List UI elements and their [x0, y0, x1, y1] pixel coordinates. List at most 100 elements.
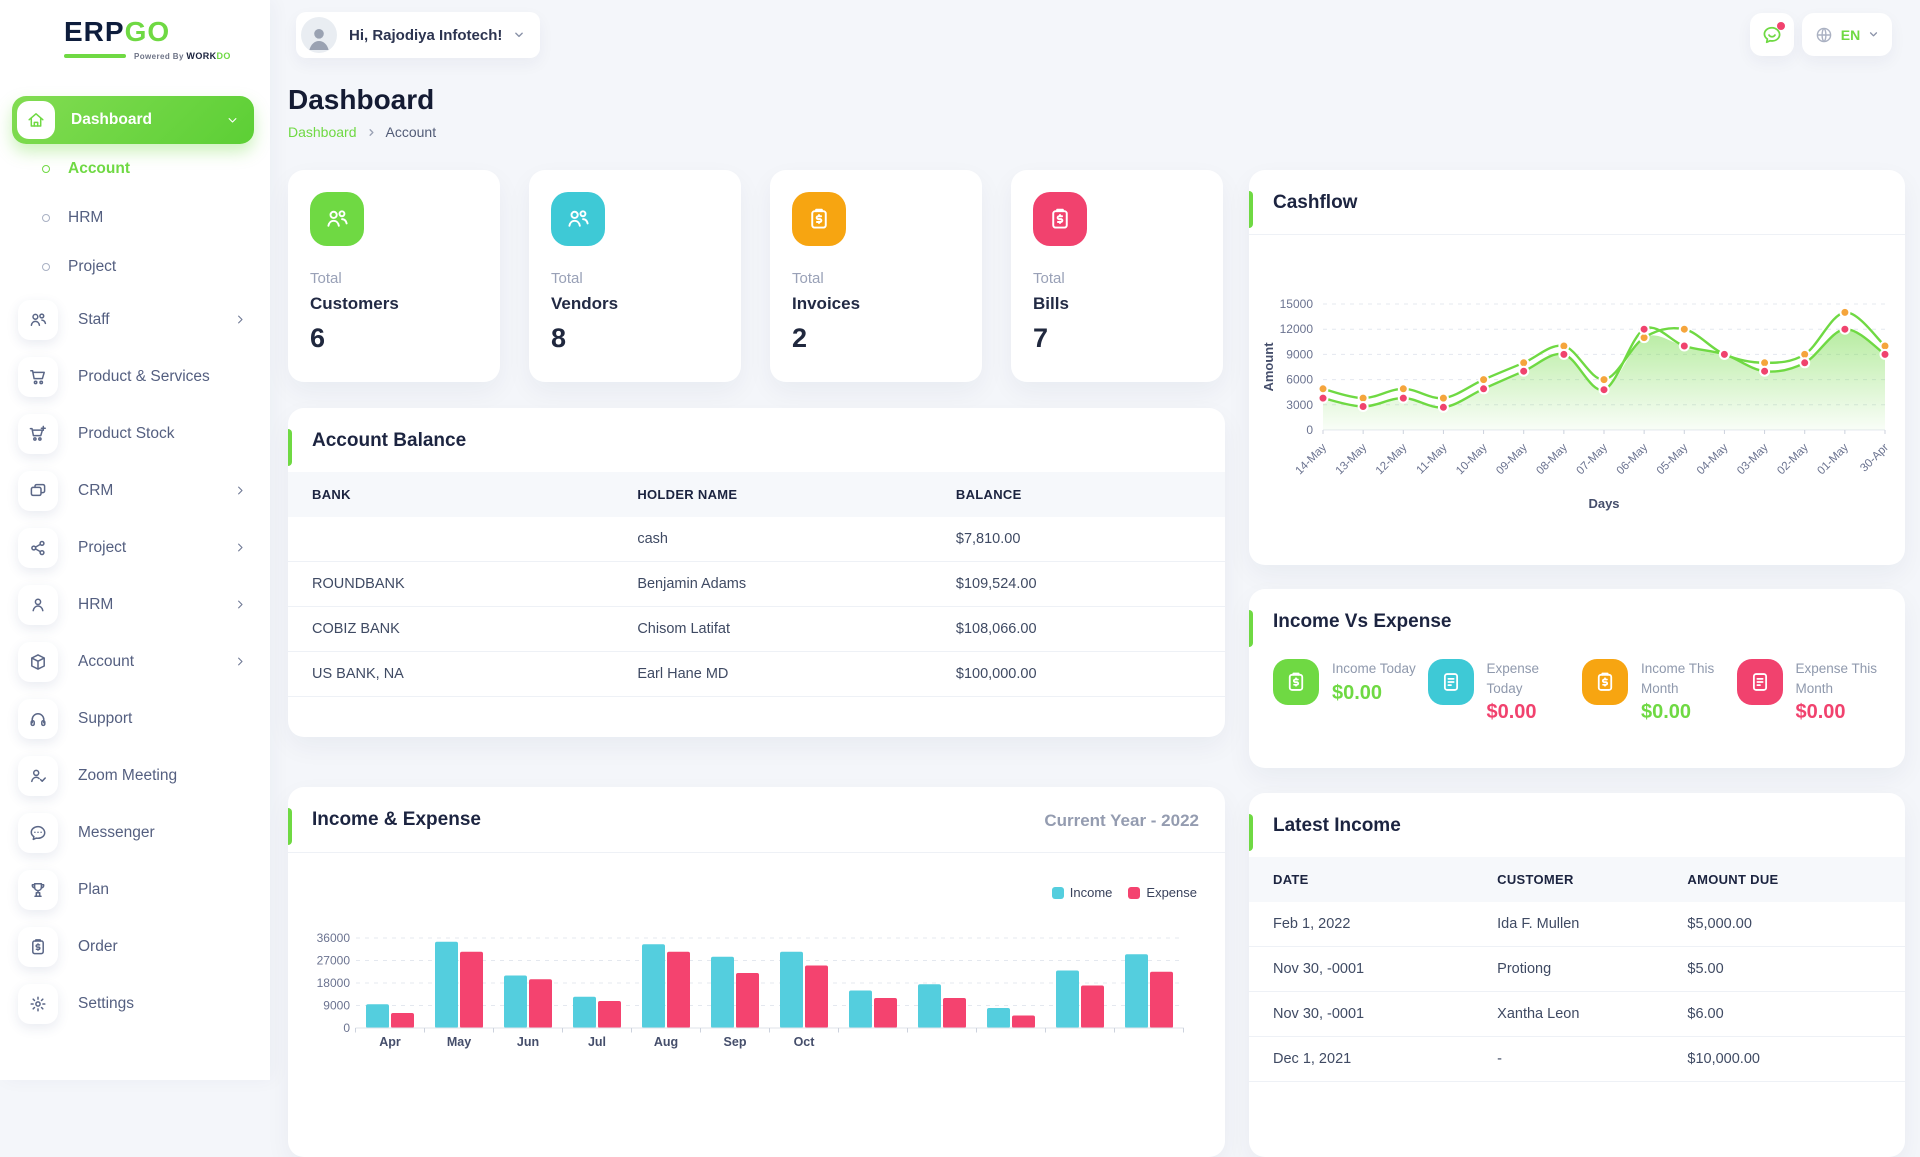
income-expense-chart: 0 9000 18000 27000 36000 Apr May Jun Jul Aug Sep O… — [304, 917, 1204, 1072]
column-header: DATE — [1249, 857, 1486, 902]
sidebar-item-product-services[interactable]: Product & Services — [0, 348, 270, 405]
table-cell: $10,000.00 — [1675, 1036, 1905, 1082]
sidebar-item-zoom-meeting[interactable]: Zoom Meeting — [0, 747, 270, 804]
svg-text:11-May: 11-May — [1415, 441, 1450, 476]
sidebar-item-project-sub[interactable]: Project — [0, 242, 270, 291]
column-header: BANK — [288, 472, 626, 517]
income-bar — [1056, 970, 1079, 1028]
stat-value: 8 — [551, 323, 567, 353]
chevron-right-icon — [233, 654, 248, 669]
sidebar-item-account[interactable]: Account — [0, 633, 270, 690]
ive-stat-label: Income This Month — [1641, 661, 1715, 696]
svg-text:18000: 18000 — [317, 976, 351, 990]
user-menu[interactable]: Hi, Rajodiya Infotech! — [296, 12, 541, 58]
table-cell: ROUNDBANK — [288, 561, 626, 607]
sidebar-item-account-sub[interactable]: Account — [0, 144, 270, 193]
file-invoice-icon — [1427, 659, 1474, 705]
sidebar-item-order[interactable]: Order — [0, 918, 270, 975]
messages-button[interactable] — [1750, 13, 1794, 56]
sidebar: Dashboard Account HRM Project Staff Prod… — [0, 0, 270, 1080]
ive-stat-income-this-month: Income This Month $0.00 — [1582, 659, 1727, 724]
table-cell: Benjamin Adams — [625, 561, 944, 607]
home-icon — [17, 101, 55, 139]
income-expense-card: Income & Expense Current Year - 2022 Inc… — [288, 787, 1225, 1157]
card-accent-bar — [1249, 191, 1253, 228]
table-header-row: BANK HOLDER NAME BALANCE — [288, 472, 1225, 517]
svg-text:Jul: Jul — [588, 1035, 606, 1049]
column-header: BALANCE — [943, 472, 1225, 517]
income-expense-chart-svg: 0 9000 18000 27000 36000 Apr May Jun Jul Aug Sep O… — [317, 931, 1184, 1049]
ive-stat-label: Expense Today — [1486, 661, 1540, 696]
stat-card-invoices: Total Invoices 2 — [770, 170, 982, 382]
table-cell: $6.00 — [1675, 991, 1905, 1037]
page-title: Dashboard — [288, 84, 435, 115]
language-selector[interactable]: EN — [1802, 13, 1892, 56]
user-icon — [18, 584, 58, 625]
crm-icon — [18, 470, 58, 511]
clipboard-dollar-icon — [1582, 659, 1628, 705]
file-invoice-icon — [1736, 659, 1783, 705]
svg-text:07-May: 07-May — [1575, 441, 1611, 477]
ive-stat-label: Expense This Month — [1795, 661, 1878, 696]
bullet-icon — [42, 213, 50, 222]
card-accent-bar — [288, 429, 292, 466]
svg-text:14-May: 14-May — [1294, 441, 1330, 477]
chevron-right-icon — [233, 597, 248, 612]
sidebar-item-product-stock[interactable]: Product Stock — [0, 405, 270, 462]
sidebar-item-project[interactable]: Project — [0, 519, 270, 576]
sidebar-item-support[interactable]: Support — [0, 690, 270, 747]
ive-stat-value: $0.00 — [1486, 701, 1537, 724]
stat-label: Vendors — [551, 294, 619, 313]
box-icon — [18, 641, 58, 682]
sidebar-item-staff[interactable]: Staff — [0, 291, 270, 348]
breadcrumb-dashboard-link[interactable]: Dashboard — [288, 124, 357, 140]
stat-cards-row: Total Customers 6 Total Vendors 8 Total … — [288, 170, 1223, 382]
user-greeting: Hi, Rajodiya Infotech! — [349, 26, 503, 44]
cashflow-title: Cashflow — [1273, 192, 1358, 213]
data-table: DATE CUSTOMER AMOUNT DUE Feb 1, 2022 Ida F. … — [1249, 857, 1905, 1082]
account-balance-table: BANK HOLDER NAME BALANCE cash $7,810.00 ROUND… — [288, 472, 1225, 697]
table-cell: Xantha Leon — [1485, 991, 1676, 1037]
expense-bar — [598, 1001, 621, 1028]
expense-bar — [667, 951, 690, 1029]
table-row: Feb 1, 2022 Ida F. Mullen $5,000.00 — [1249, 902, 1905, 947]
sidebar-item-plan[interactable]: Plan — [0, 861, 270, 918]
sidebar-item-messenger[interactable]: Messenger — [0, 804, 270, 861]
sidebar-menu: Dashboard Account HRM Project Staff Prod… — [0, 96, 270, 1032]
svg-text:May: May — [447, 1035, 471, 1049]
sidebar-item-settings[interactable]: Settings — [0, 975, 270, 1032]
table-row: Nov 30, -0001 Xantha Leon $6.00 — [1249, 991, 1905, 1037]
table-row: ROUNDBANK Benjamin Adams $109,524.00 — [288, 561, 1225, 607]
sidebar-item-hrm[interactable]: HRM — [0, 576, 270, 633]
svg-text:Amount: Amount — [1261, 342, 1276, 392]
expense-bar — [529, 979, 552, 1029]
card-accent-bar — [1249, 610, 1253, 647]
column-header: AMOUNT DUE — [1675, 857, 1905, 902]
sidebar-item-crm[interactable]: CRM — [0, 462, 270, 519]
clipboard-dollar-icon — [1273, 659, 1319, 705]
table-cell: $5.00 — [1675, 946, 1905, 992]
logo-underline — [64, 54, 126, 58]
chevron-down-icon — [1867, 28, 1880, 41]
sidebar-item-label: CRM — [78, 481, 114, 499]
chevron-right-icon — [366, 127, 377, 138]
sidebar-item-label: Project — [68, 257, 117, 275]
table-cell: cash — [625, 517, 944, 562]
income-bar — [642, 944, 665, 1029]
sidebar-item-label: Order — [78, 937, 118, 955]
expense-bar — [943, 998, 966, 1028]
table-cell: $108,066.00 — [943, 606, 1225, 652]
sidebar-item-label: Support — [78, 709, 133, 727]
cart-icon — [18, 356, 58, 397]
income-bar — [849, 990, 872, 1028]
table-cell: Chisom Latifat — [625, 606, 944, 652]
sidebar-item-dashboard[interactable]: Dashboard — [12, 96, 254, 144]
table-cell: Nov 30, -0001 — [1249, 991, 1486, 1037]
expense-bar — [391, 1013, 414, 1028]
sidebar-item-hrm-sub[interactable]: HRM — [0, 193, 270, 242]
app-logo[interactable]: ERPGO Powered By WORKDO — [64, 16, 231, 61]
logo-text: ERPGO — [64, 16, 171, 47]
svg-text:03-May: 03-May — [1735, 441, 1771, 477]
svg-text:27000: 27000 — [317, 954, 351, 968]
sidebar-item-label: Zoom Meeting — [78, 766, 178, 784]
